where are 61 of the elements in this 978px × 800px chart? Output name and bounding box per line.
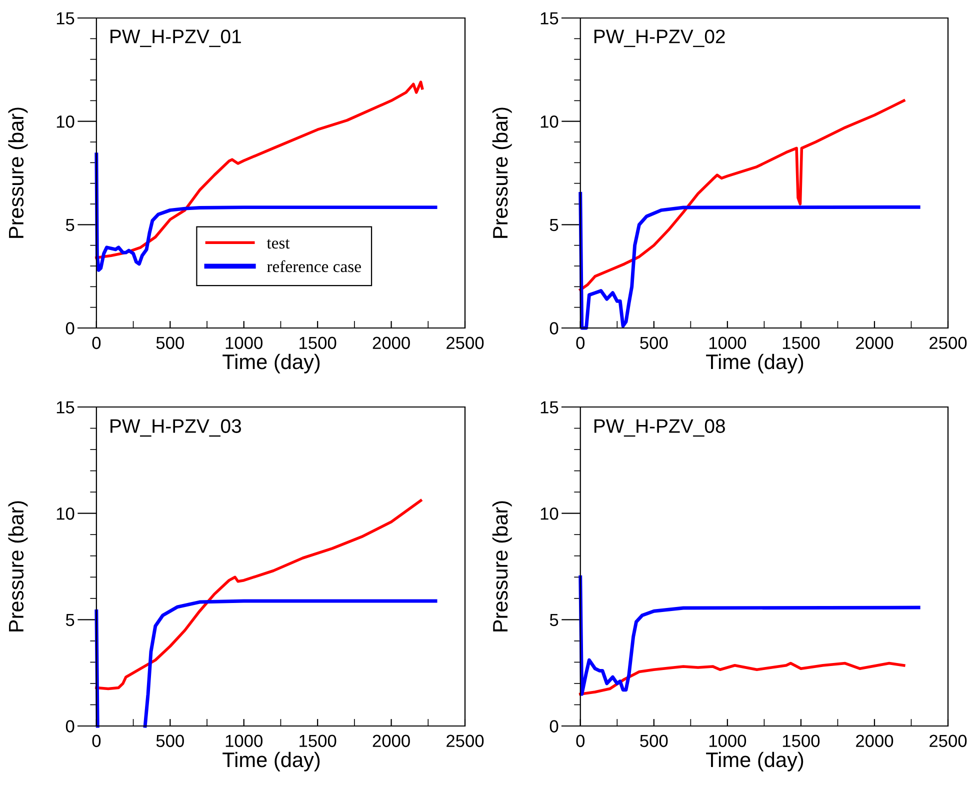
y-tick-label: 10: [540, 508, 558, 520]
x-tick-label: 500: [156, 336, 184, 350]
x-tick-label: 2500: [930, 336, 967, 350]
line-series: [578, 662, 906, 696]
y-tick-label: 10: [56, 116, 74, 128]
y-tick-label: 5: [66, 219, 74, 232]
legend-label: test: [266, 239, 290, 249]
y-tick-label: 15: [540, 12, 558, 24]
y-tick-label: 15: [540, 401, 558, 414]
y-tick-label: 0: [66, 720, 74, 732]
x-tick-label: 2000: [856, 336, 894, 350]
y-tick-label: 15: [56, 12, 74, 24]
text: PW_H-PZV_01: [110, 30, 241, 48]
x-axis-title: Time (day): [706, 354, 804, 374]
y-tick-label: 5: [550, 219, 558, 232]
y-tick-label: 10: [56, 508, 74, 520]
y-tick-label: 10: [540, 116, 558, 128]
y-tick-label: 0: [550, 720, 558, 732]
x-tick-label: 2500: [446, 734, 484, 748]
x-tick-label: 1000: [226, 336, 262, 350]
y-tick-label: 5: [550, 614, 558, 626]
x-tick-label: 1500: [782, 734, 820, 748]
x-axis-title: Time (day): [222, 354, 320, 374]
x-tick-label: 2500: [446, 336, 484, 350]
y-axis-title: Pressure (bar): [8, 108, 28, 238]
x-axis-title: Time (day): [706, 752, 804, 772]
text: PW_H-PZV_02: [594, 30, 725, 48]
text: PW_H-PZV_08: [594, 419, 725, 437]
x-tick-label: 500: [640, 734, 668, 748]
x-tick-label: 2500: [930, 734, 967, 748]
line-series: [578, 575, 920, 696]
x-tick-label: 1500: [300, 336, 336, 350]
x-tick-label: 500: [640, 336, 668, 350]
legend-label: reference case: [267, 260, 361, 272]
x-tick-label: 1500: [782, 336, 820, 350]
x-tick-label: 0: [576, 336, 585, 350]
line-series: [95, 80, 424, 260]
line-series: [578, 192, 920, 330]
y-axis-title: Pressure (bar): [492, 501, 512, 632]
line-series: [578, 99, 906, 292]
text: PW_H-PZV_03: [110, 419, 242, 437]
y-axis-title: Pressure (bar): [492, 108, 512, 238]
y-tick-label: 0: [550, 322, 558, 334]
x-tick-label: 0: [576, 734, 585, 748]
x-tick-label: 2000: [856, 734, 894, 748]
x-axis-title: Time (day): [222, 752, 320, 772]
line-series: [94, 152, 438, 272]
x-tick-label: 500: [156, 734, 184, 748]
x-tick-label: 0: [92, 734, 101, 748]
x-tick-label: 0: [92, 336, 101, 350]
y-tick-label: 5: [66, 614, 74, 626]
x-tick-label: 1000: [709, 734, 746, 748]
y-tick-label: 0: [66, 322, 74, 334]
x-tick-label: 1500: [300, 734, 336, 748]
x-tick-label: 2000: [372, 734, 410, 748]
line-series: [95, 499, 422, 690]
y-tick-label: 15: [56, 401, 74, 414]
y-axis-title: Pressure (bar): [8, 501, 28, 632]
x-tick-label: 2000: [372, 336, 410, 350]
x-tick-label: 1000: [226, 734, 262, 748]
x-tick-label: 1000: [709, 336, 746, 350]
